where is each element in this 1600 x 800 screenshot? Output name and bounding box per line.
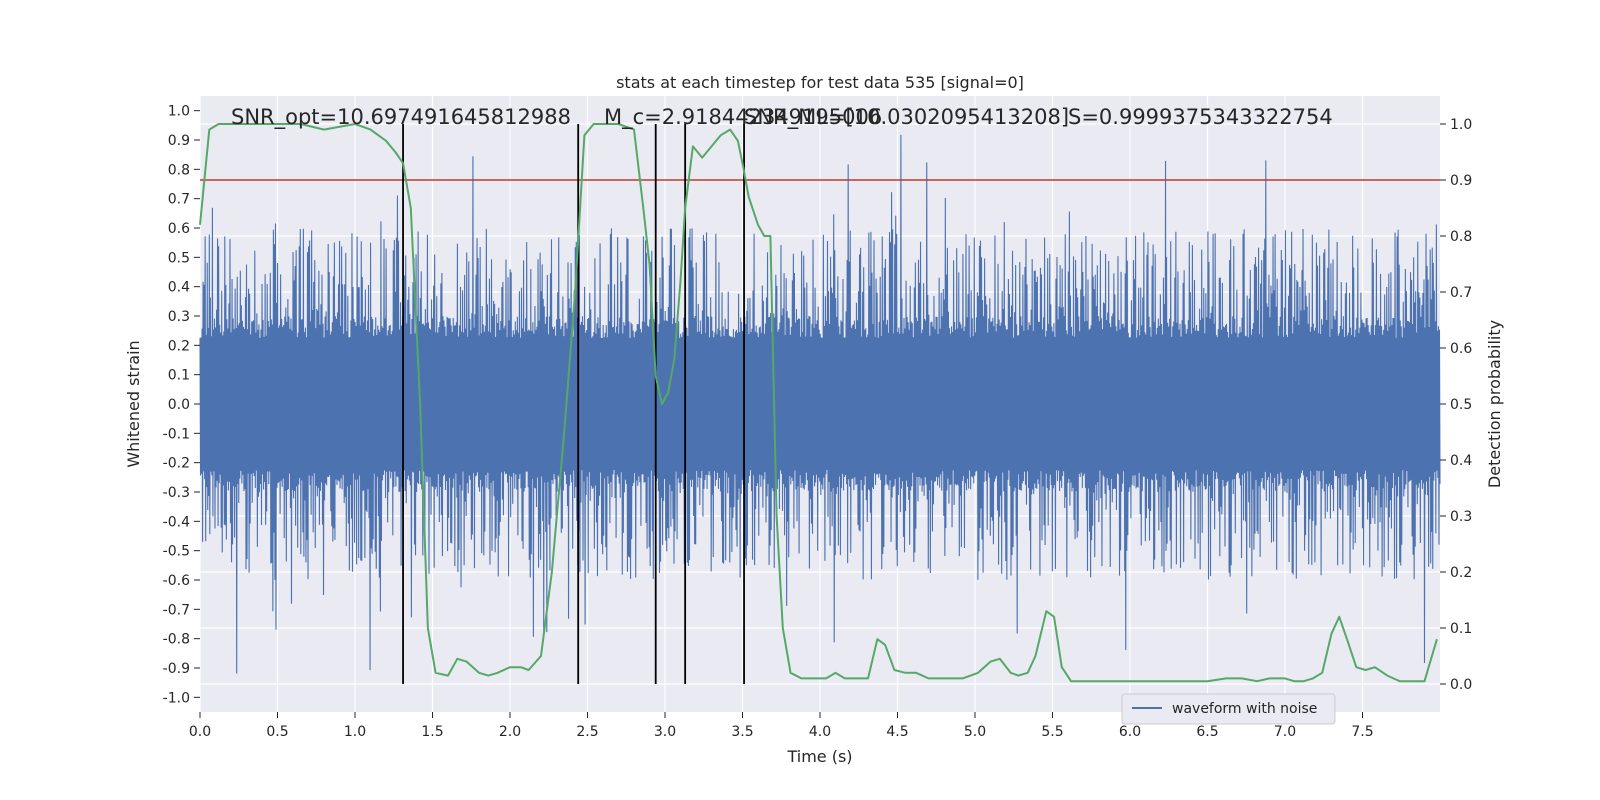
- y-tick-label-right: 1.0: [1450, 117, 1472, 133]
- y-tick-label-left: -0.2: [163, 456, 190, 472]
- y-tick-label-left: 0.0: [168, 397, 190, 413]
- y-tick-label-right: 0.0: [1450, 677, 1472, 693]
- y-tick-label-left: 0.1: [168, 368, 190, 384]
- y-ticks-right: 0.0 0.1 0.2 0.3 0.4 0.5 0.6 0.7 0.8 0.9 1.0: [1440, 117, 1472, 693]
- annotation-snr-ml: SNR_ML=[10.0302095413208]: [744, 105, 1069, 130]
- x-tick-label: 5.5: [1041, 724, 1063, 740]
- legend-label: waveform with noise: [1172, 701, 1317, 717]
- x-tick-label: 3.5: [731, 724, 753, 740]
- y-tick-label-left: -0.7: [163, 602, 190, 618]
- x-tick-label: 1.5: [421, 724, 443, 740]
- probability-series: [199, 123, 1438, 683]
- y-tick-label-left: 0.2: [168, 338, 190, 354]
- y-tick-label-right: 0.3: [1450, 509, 1472, 525]
- y-tick-label-right: 0.5: [1450, 397, 1472, 413]
- x-tick-label: 6.5: [1196, 724, 1218, 740]
- y-tick-label-left: 0.6: [168, 221, 190, 237]
- x-tick-label: 5.0: [964, 724, 986, 740]
- y-tick-label-left: -0.1: [163, 426, 190, 442]
- x-tick-label: 2.0: [499, 724, 521, 740]
- y-tick-label-right: 0.1: [1450, 621, 1472, 637]
- y-tick-label-left: -1.0: [163, 690, 190, 706]
- x-tick-label: 6.0: [1119, 724, 1141, 740]
- x-ticks: 0.0 0.5 1.0 1.5 2.0 2.5 3.0 3.5 4.0 4.5 5.0 5.5 6.0 6…: [189, 712, 1374, 740]
- x-axis-label: Time (s): [786, 747, 852, 766]
- x-tick-label: 3.0: [654, 724, 676, 740]
- annotation-snr-opt: SNR_opt=10.697491645812988: [231, 105, 571, 130]
- y-tick-label-left: 0.3: [168, 309, 190, 325]
- annotation-s: S=0.9999375343322754: [1068, 105, 1333, 129]
- y-tick-label-left: 0.7: [168, 192, 190, 208]
- y-tick-label-right: 0.9: [1450, 173, 1472, 189]
- y-tick-label-left: 0.9: [168, 133, 190, 149]
- chart-title: stats at each timestep for test data 535…: [616, 73, 1024, 92]
- y-tick-label-left: 0.8: [168, 162, 190, 178]
- annotation-chirp-mass: M_c=2.918442349195006: [604, 105, 882, 130]
- legend: waveform with noise: [1121, 693, 1336, 725]
- x-tick-label: 1.0: [344, 724, 366, 740]
- y-tick-label-left: 0.5: [168, 250, 190, 266]
- y-tick-label-left: -0.5: [163, 544, 190, 560]
- y-tick-label-left: -0.4: [163, 514, 190, 530]
- waveform-series: [199, 134, 1441, 674]
- x-tick-label: 0.0: [189, 724, 211, 740]
- x-tick-label: 4.0: [809, 724, 831, 740]
- waveform-core-band: [200, 338, 1440, 470]
- y-tick-label-right: 0.4: [1450, 453, 1472, 469]
- y-ticks-left: -1.0 -0.9 -0.8 -0.7 -0.6 -0.5 -0.4 -0.3 -0.2 -0.1…: [163, 104, 200, 706]
- y-tick-label-right: 0.6: [1450, 341, 1472, 357]
- x-tick-label: 7.5: [1351, 724, 1373, 740]
- y-tick-label-left: -0.9: [163, 661, 190, 677]
- y-tick-label-left: -0.3: [163, 485, 190, 501]
- x-tick-label: 0.5: [266, 724, 288, 740]
- y-tick-label-left: 0.4: [168, 280, 190, 296]
- x-tick-label: 2.5: [576, 724, 598, 740]
- probability-line: [199, 123, 1438, 683]
- y-tick-label-left: -0.8: [163, 632, 190, 648]
- y-tick-label-left: -0.6: [163, 573, 190, 589]
- legend-box: [1121, 693, 1336, 725]
- y-tick-label-left: 1.0: [168, 104, 190, 120]
- y-tick-label-right: 0.7: [1450, 285, 1472, 301]
- y-tick-label-right: 0.8: [1450, 229, 1472, 245]
- y-axis-label-right: Detection probability: [1485, 320, 1504, 488]
- y-axis-label-left: Whitened strain: [124, 340, 143, 467]
- y-tick-label-right: 0.2: [1450, 565, 1472, 581]
- x-tick-label: 7.0: [1274, 724, 1296, 740]
- x-tick-label: 4.5: [886, 724, 908, 740]
